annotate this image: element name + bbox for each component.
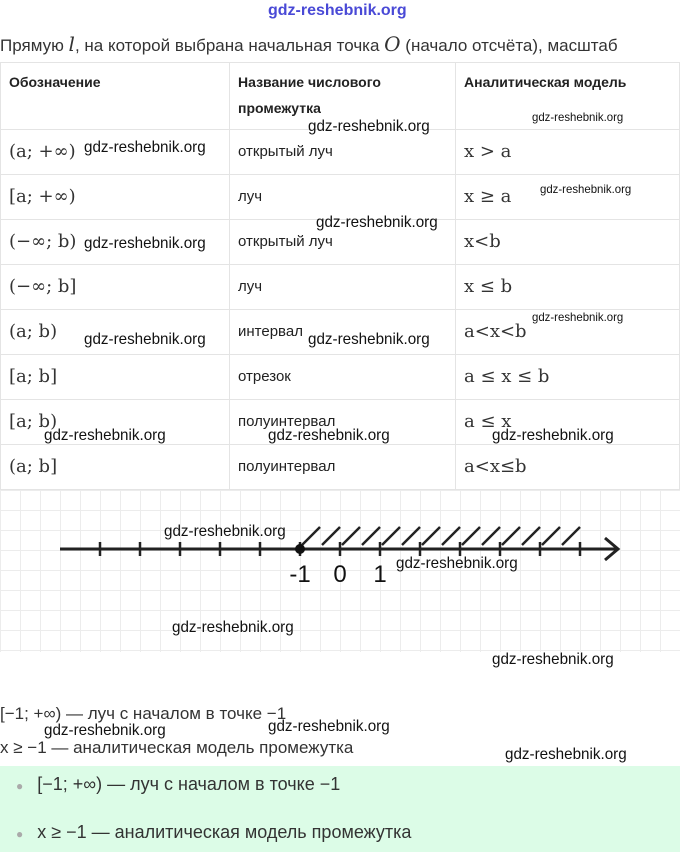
hatch-line <box>481 526 501 546</box>
watermark: gdz-reshebnik.org <box>308 118 430 135</box>
watermark: gdz-reshebnik.org <box>492 651 614 668</box>
text-line-2: x ≥ −1 — аналитическая модель промежутка <box>0 738 354 757</box>
var-O: O <box>384 32 401 56</box>
notation-cell: (−∞; b] <box>0 264 230 310</box>
bullet-icon: ● <box>16 779 24 793</box>
hatch-line <box>561 526 581 546</box>
table-row: (a; b) интервал a<x<b <box>0 309 680 355</box>
hatch-line <box>341 526 361 546</box>
model-cell: a ≤ x ≤ b <box>455 354 680 400</box>
summary-item: ● x ≥ −1 — аналитическая модель промежутк… <box>16 822 411 843</box>
summary-item: ● [−1; +∞) — луч с началом в точке −1 <box>16 774 340 795</box>
arrow-icon <box>604 536 621 562</box>
watermark: gdz-reshebnik.org <box>84 139 206 156</box>
bullet-icon: ● <box>16 827 24 841</box>
model-cell: x<b <box>455 219 680 265</box>
hatch-line <box>501 526 521 546</box>
watermark: gdz-reshebnik.org <box>396 555 518 572</box>
watermark: gdz-reshebnik.org <box>492 427 614 444</box>
watermark: gdz-reshebnik.org <box>532 110 624 124</box>
model-cell: x ≥ a <box>455 174 680 220</box>
text-line-1: [−1; +∞) — луч с началом в точке −1 <box>0 704 287 723</box>
name-cell: луч <box>229 264 456 310</box>
point-marker <box>295 544 305 554</box>
model-cell: x ≤ b <box>455 264 680 310</box>
notation-cell: [a; +∞) <box>0 174 230 220</box>
intro-part: (начало отсчёта), масштаб <box>400 36 618 55</box>
watermark: gdz-reshebnik.org <box>44 427 166 444</box>
model-cell: x > a <box>455 129 680 175</box>
watermark: gdz-reshebnik.org <box>505 746 627 763</box>
watermark: gdz-reshebnik.org <box>172 619 294 636</box>
tick-label: 1 <box>373 561 386 588</box>
name-cell: открытый луч <box>229 219 456 265</box>
watermark: gdz-reshebnik.org <box>316 214 438 231</box>
intro-part: Прямую <box>0 36 69 55</box>
model-cell: a<x≤b <box>455 444 680 490</box>
hatch-line <box>361 526 381 546</box>
watermark: gdz-reshebnik.org <box>164 523 286 540</box>
watermark: gdz-reshebnik.org <box>84 331 206 348</box>
watermark: gdz-reshebnik.org <box>532 310 624 324</box>
hatch-line <box>461 526 481 546</box>
watermark: gdz-reshebnik.org <box>268 718 390 735</box>
name-cell: открытый луч <box>229 129 456 175</box>
table-row: (a; b] полуинтервал a<x≤b <box>0 444 680 490</box>
model-cell: a<x<b <box>455 309 680 355</box>
notation-cell: (a; b] <box>0 444 230 490</box>
hatch-line <box>521 526 541 546</box>
watermark: gdz-reshebnik.org <box>540 182 632 196</box>
hatch-line <box>401 526 421 546</box>
hatch-line <box>441 526 461 546</box>
notation-cell: [a; b] <box>0 354 230 400</box>
name-cell: луч <box>229 174 456 220</box>
intervals-table: Обозначение Название числового промежутк… <box>0 62 680 490</box>
intro-part: , на которой выбрана начальная точка <box>74 36 385 55</box>
summary-box: ● [−1; +∞) — луч с началом в точке −1 ● x … <box>0 766 680 852</box>
watermark: gdz-reshebnik.org <box>268 427 390 444</box>
notation-cell: (−∞; b) <box>0 219 230 265</box>
watermark: gdz-reshebnik.org <box>84 235 206 252</box>
watermark: gdz-reshebnik.org <box>308 331 430 348</box>
notation-cell: (a; +∞) <box>0 129 230 175</box>
name-cell: интервал <box>229 309 456 355</box>
number-line: -1 0 1 <box>60 526 621 588</box>
intro-text: Прямую l, на которой выбрана начальная т… <box>0 32 618 56</box>
name-cell: отрезок <box>229 354 456 400</box>
hatch-line <box>381 526 401 546</box>
var-l: l <box>68 32 75 56</box>
hatch-line <box>541 526 561 546</box>
summary-text: x ≥ −1 — аналитическая модель промежутка <box>37 822 412 842</box>
table-row: (−∞; b] луч x ≤ b <box>0 264 680 310</box>
tick-label: -1 <box>289 561 310 588</box>
name-cell: полуинтервал <box>229 444 456 490</box>
table-row: [a; b] отрезок a ≤ x ≤ b <box>0 354 680 400</box>
hatch-line <box>421 526 441 546</box>
summary-text: [−1; +∞) — луч с началом в точке −1 <box>37 774 341 794</box>
table-row: (a; +∞) открытый луч x > a <box>0 129 680 175</box>
site-header: gdz-reshebnik.org <box>268 2 407 19</box>
hatch-line <box>321 526 341 546</box>
notation-cell: (a; b) <box>0 309 230 355</box>
notation-cell: [a; b) <box>0 399 230 445</box>
tick-label: 0 <box>333 561 346 588</box>
header-name: Название числового промежутка <box>229 62 456 130</box>
table-row: (−∞; b) открытый луч x<b <box>0 219 680 265</box>
hatch-line <box>301 526 321 546</box>
grid-background <box>0 490 680 652</box>
watermark: gdz-reshebnik.org <box>44 722 166 739</box>
header-notation: Обозначение <box>0 62 230 130</box>
